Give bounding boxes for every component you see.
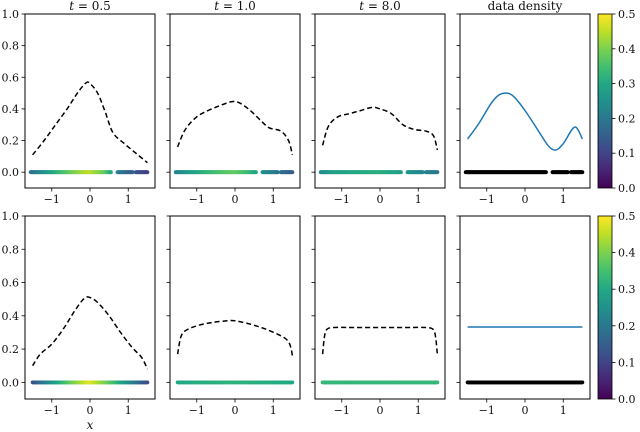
panel-title: t = 0.5 xyxy=(69,0,111,13)
x-tick-label: 1 xyxy=(560,193,567,206)
x-tick-label: −1 xyxy=(189,404,205,417)
dashed-curve xyxy=(176,319,294,356)
panel-frame xyxy=(24,215,156,400)
data-point xyxy=(435,380,440,385)
x-tick-label: 0 xyxy=(87,404,94,417)
x-axis-label: x xyxy=(87,418,94,432)
colorbar-tick-label: 0.2 xyxy=(618,320,636,333)
x-tick-label: 1 xyxy=(270,404,277,417)
panel-title: t = 8.0 xyxy=(359,0,401,13)
y-tick-label: 0.4 xyxy=(2,103,20,116)
y-tick-label: 0.0 xyxy=(2,166,20,179)
x-tick-label: 0 xyxy=(377,193,384,206)
panel-frame xyxy=(169,215,301,400)
panel-frame xyxy=(24,13,156,189)
colorbar-tick-label: 0.2 xyxy=(618,112,636,125)
colorbar-tick-label: 0.5 xyxy=(618,210,636,223)
colorbar-tick-label: 0.1 xyxy=(618,356,636,369)
data-point xyxy=(580,380,585,385)
colorbars: 0.0 0.1 0.2 0.3 0.4 0.5 0.0 0.1 0.2 0.3 0.4 0.5 xyxy=(597,8,636,406)
data-point xyxy=(109,170,113,175)
data-point xyxy=(130,170,135,175)
panel-frame xyxy=(314,13,446,189)
colorbar-tick-label: 0.5 xyxy=(618,8,636,21)
x-tick-label: 1 xyxy=(125,193,132,206)
panel-r2-c4: −1 0 1 xyxy=(456,215,591,417)
panel-title: t = 1.0 xyxy=(214,0,256,13)
dashed-curve xyxy=(321,106,439,151)
panel-frame xyxy=(459,215,591,400)
colorbar-tick-label: 0.3 xyxy=(618,283,636,296)
y-tick-label: 0.6 xyxy=(2,277,20,290)
panel-r1-c1: −1 0 1 0.0 0.2 0.4 0.6 0.8 1.0 t = 0.5 xyxy=(2,0,156,206)
data-point xyxy=(145,170,150,175)
x-tick-label: 1 xyxy=(415,404,422,417)
panel-r1-c3: −1 0 1 t = 8.0 xyxy=(311,0,446,206)
colorbar-tick-label: 0.4 xyxy=(618,43,636,56)
x-tick-label: −1 xyxy=(479,404,495,417)
colorbar-tick-label: 0.1 xyxy=(618,147,636,160)
data-point xyxy=(420,170,425,175)
x-tick-label: −1 xyxy=(44,193,60,206)
data-point xyxy=(435,170,440,175)
colorbar-gradient xyxy=(597,215,613,400)
y-tick-label: 0.0 xyxy=(2,376,20,389)
panel-r2-c1: −1 0 1 0.0 0.2 0.4 0.6 0.8 1.0 xyxy=(2,210,156,417)
x-tick-label: 1 xyxy=(415,193,422,206)
data-point xyxy=(275,170,280,175)
data-point xyxy=(254,170,258,175)
data-point xyxy=(580,170,585,175)
x-tick-label: −1 xyxy=(334,193,350,206)
y-tick-label: 1.0 xyxy=(2,8,20,21)
y-tick-label: 0.8 xyxy=(2,243,20,256)
x-tick-label: −1 xyxy=(479,193,495,206)
y-tick-label: 0.2 xyxy=(2,343,20,356)
colorbar-tick-label: 0.3 xyxy=(618,78,636,91)
colorbar-gradient xyxy=(597,13,613,189)
colorbar-tick-label: 0.4 xyxy=(618,247,636,260)
x-tick-label: 1 xyxy=(125,404,132,417)
panel-title: data density xyxy=(488,0,563,13)
data-point xyxy=(399,170,403,175)
dashed-curve xyxy=(321,326,439,355)
x-tick-label: 0 xyxy=(87,193,94,206)
density-curve xyxy=(466,92,584,151)
data-point xyxy=(544,170,548,175)
y-tick-label: 1.0 xyxy=(2,210,20,223)
data-point xyxy=(290,380,295,385)
y-tick-label: 0.4 xyxy=(2,310,20,323)
colorbar-r1: 0.0 0.1 0.2 0.3 0.4 0.5 xyxy=(597,8,636,195)
panel-r1-c4: −1 0 1 data density xyxy=(456,0,591,206)
panels: −1 0 1 0.0 0.2 0.4 0.6 0.8 1.0 t = 0.5 −1 0 1 t = 1.0… xyxy=(2,0,591,417)
x-tick-label: 1 xyxy=(560,404,567,417)
data-point xyxy=(565,170,570,175)
x-tick-label: −1 xyxy=(334,404,350,417)
x-tick-label: 1 xyxy=(270,193,277,206)
x-tick-label: −1 xyxy=(44,404,60,417)
y-tick-label: 0.2 xyxy=(2,135,20,148)
panel-frame xyxy=(459,13,591,189)
data-point xyxy=(290,170,295,175)
y-tick-label: 0.6 xyxy=(2,71,20,84)
colorbar-tick-label: 0.0 xyxy=(618,393,636,406)
dashed-curve xyxy=(32,81,148,164)
dashed-curve xyxy=(31,296,149,370)
dashed-curve xyxy=(176,100,294,156)
colorbar-tick-label: 0.0 xyxy=(618,182,636,195)
x-tick-label: −1 xyxy=(189,193,205,206)
panel-frame xyxy=(314,215,446,400)
data-point xyxy=(145,380,150,385)
panel-r2-c2: −1 0 1 xyxy=(166,215,301,417)
x-tick-label: 0 xyxy=(522,404,529,417)
panel-r2-c3: −1 0 1 xyxy=(311,215,446,417)
x-tick-label: 0 xyxy=(232,193,239,206)
colorbar-r2: 0.0 0.1 0.2 0.3 0.4 0.5 xyxy=(597,210,636,406)
x-tick-label: 0 xyxy=(377,404,384,417)
panel-r1-c2: −1 0 1 t = 1.0 xyxy=(166,0,301,206)
y-tick-label: 0.8 xyxy=(2,40,20,53)
x-tick-label: 0 xyxy=(232,404,239,417)
x-tick-label: 0 xyxy=(522,193,529,206)
panel-frame xyxy=(169,13,301,189)
